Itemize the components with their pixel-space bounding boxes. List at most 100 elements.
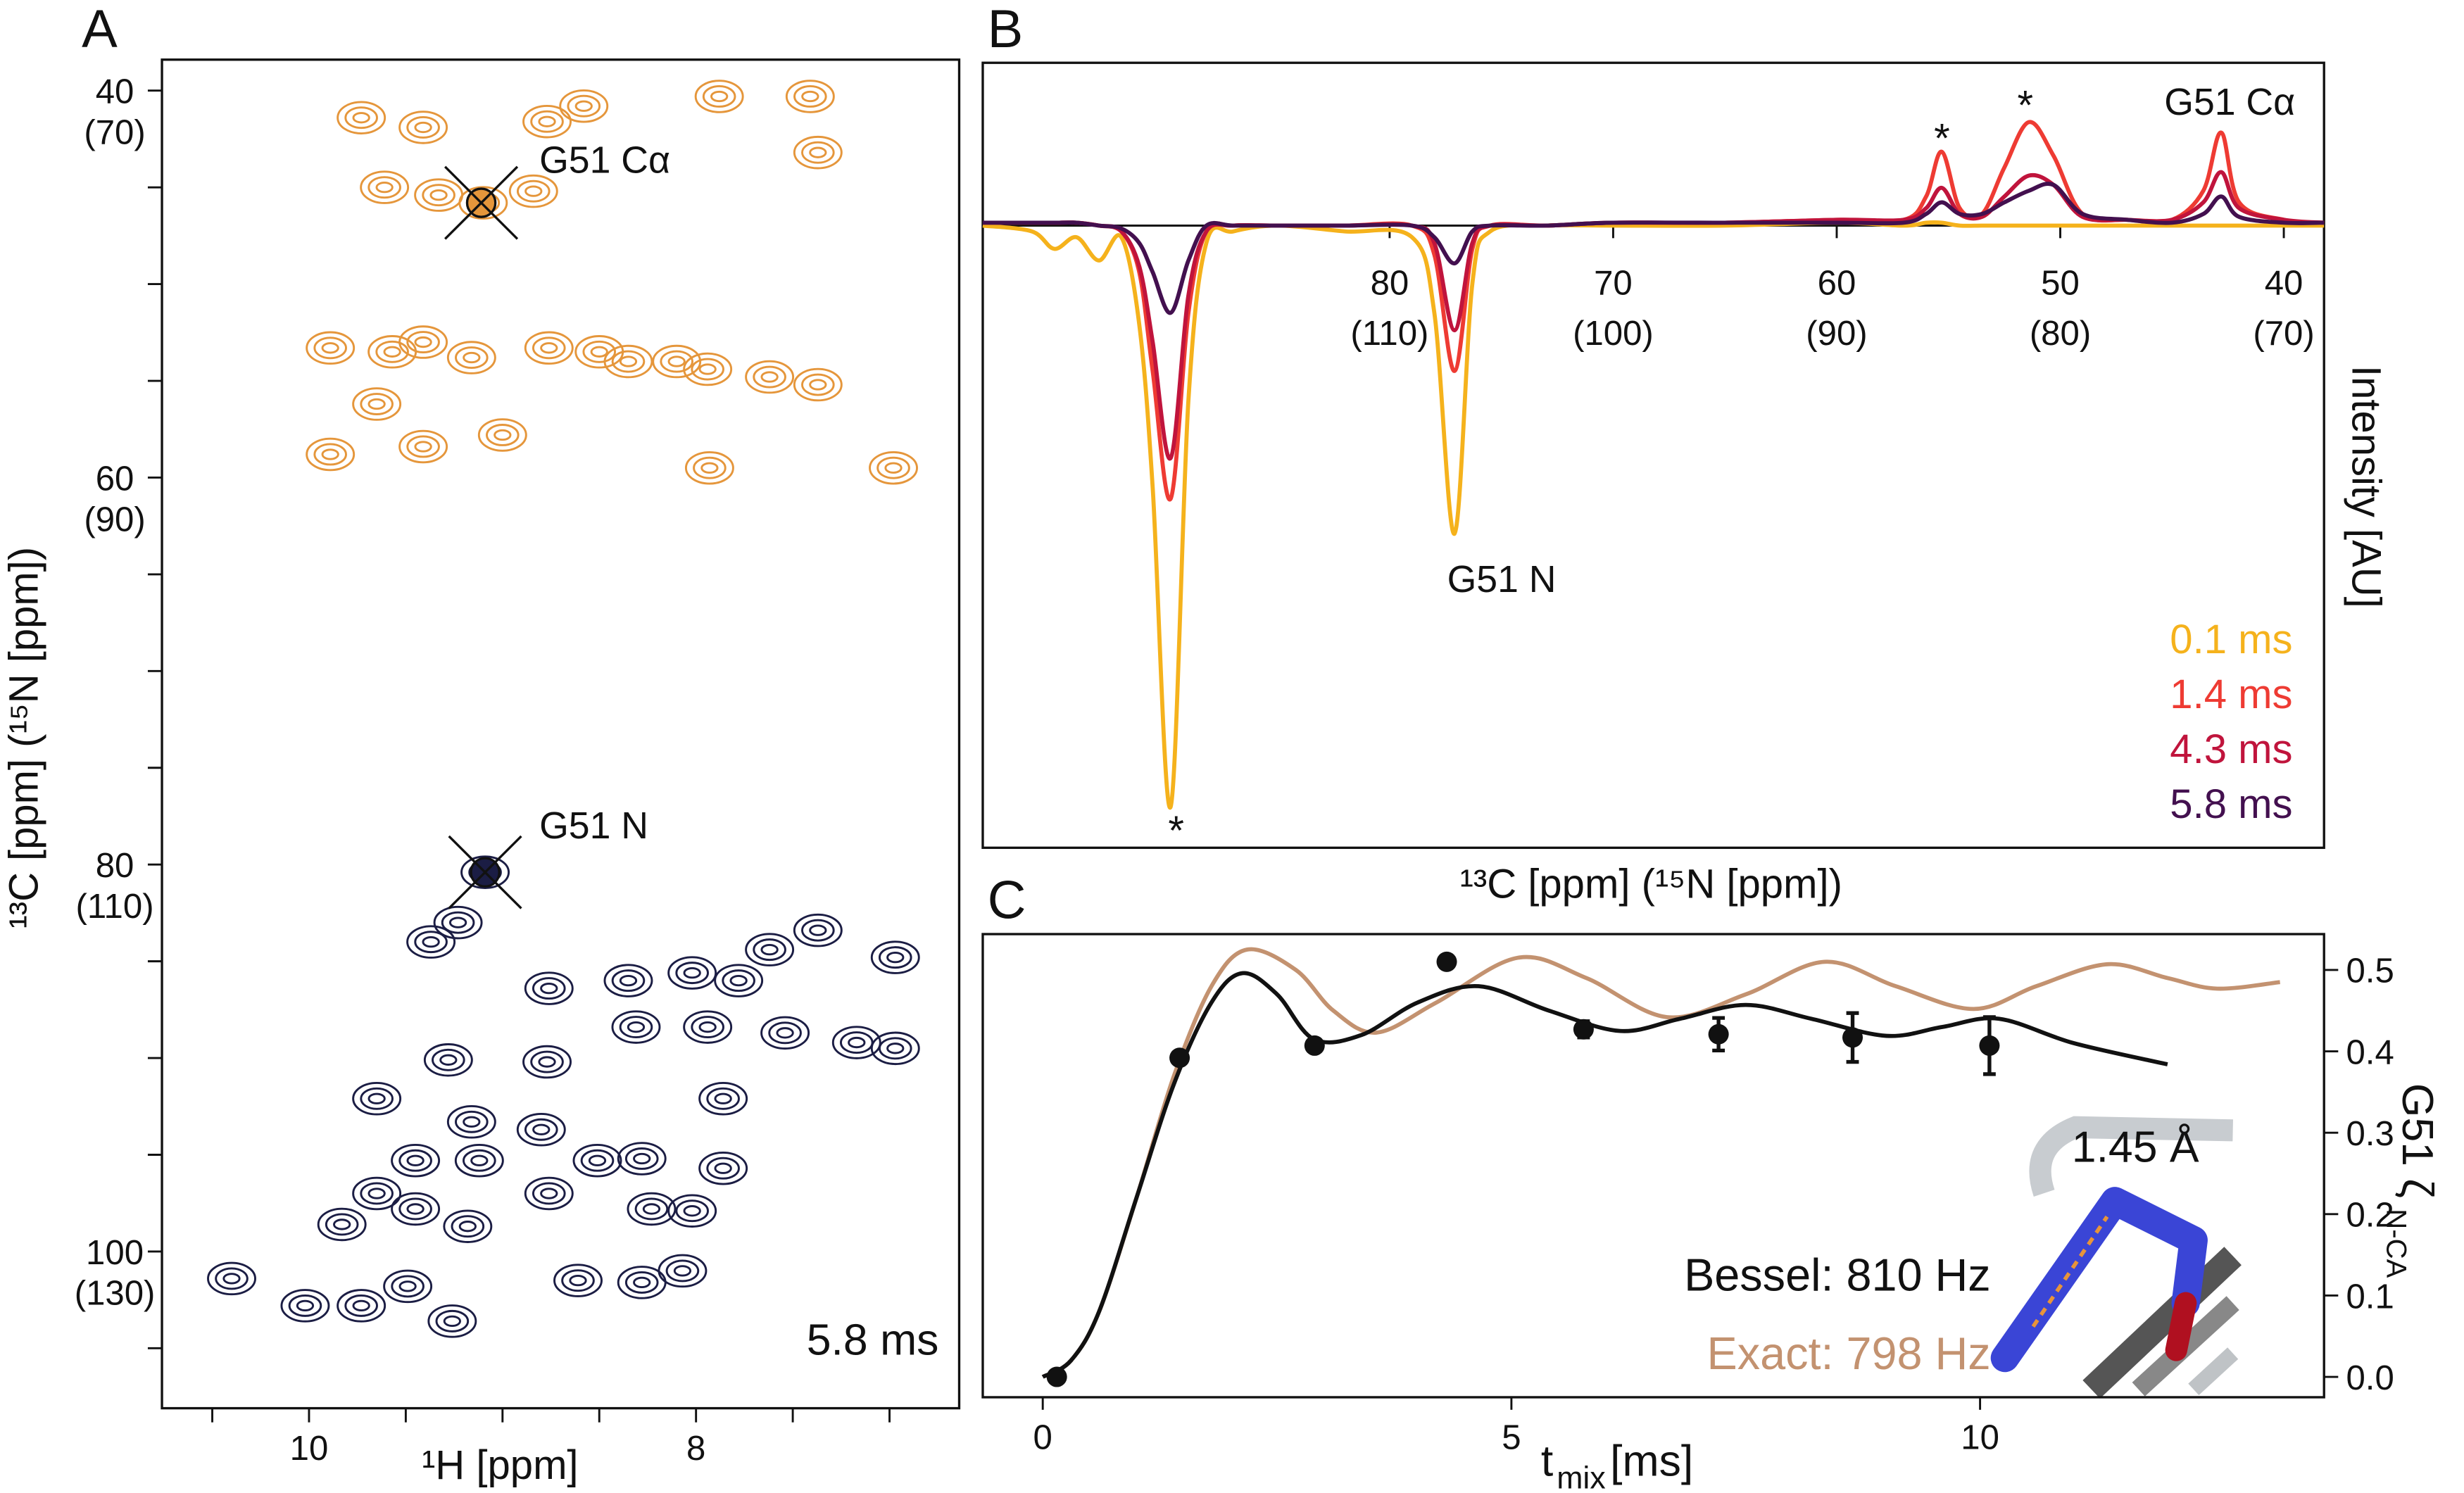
peak-contour [451,1215,485,1238]
peak-contour [280,1289,330,1323]
peak-contour [714,1092,732,1104]
peak-contour [313,443,347,466]
peak-contour [367,176,401,199]
peak-contour [423,1043,473,1077]
peak-contour [693,456,727,479]
x-axis-label: ¹³C [ppm] (¹⁵N [ppm]) [1460,862,1842,907]
peak-contour [869,451,918,485]
peak-contour [352,1082,402,1116]
annotation: 1.45 Å [2072,1122,2199,1171]
legend-entry: 0.1 ms [2170,617,2292,662]
data-point [1436,951,1457,972]
peak-contour [443,1209,493,1243]
x-axis-label-sub: mix [1557,1461,1605,1493]
spectrum-line [982,182,2325,315]
y-tick-label: 40 [96,73,134,111]
peak-contour [524,185,543,197]
peak-contour [360,1087,394,1110]
peak-contour [673,1265,692,1277]
peak-contour [559,89,609,123]
peak-contour [313,336,347,360]
peak-contour [793,135,843,170]
peak-contour [691,1016,724,1039]
peak-contour [729,974,748,987]
peak-contour [760,371,779,383]
x-axis-label-unit: [ms] [1610,1437,1693,1486]
peak-contour [352,1299,370,1312]
peak-contour [207,1261,256,1296]
x-tick-label: 8 [686,1430,705,1468]
peak-contour [406,435,440,458]
y-axis-label-sub: N-CA [2381,1209,2413,1278]
peak-contour [683,1205,701,1217]
peak-contour [321,342,339,354]
legend-entry: 5.8 ms [2170,781,2292,827]
peak-contour [633,1276,651,1289]
annotation: G51 N [539,805,648,847]
y-tick-label: 80 [96,847,134,885]
peak-contour [463,1116,481,1128]
peak-contour [590,346,608,358]
y-tick-label: 0.3 [2346,1115,2394,1153]
peak-contour [486,424,520,446]
peak-contour [675,962,709,985]
peak-contour [367,398,386,410]
peak-contour [745,360,795,394]
peak-contour [760,943,779,956]
annotation: * [1934,115,1950,161]
peak-contour [878,946,912,969]
data-point [1979,1035,2000,1056]
peak-contour [884,462,903,474]
peak-contour [458,1221,477,1233]
y-tick-label: (70) [84,114,145,152]
peak-contour [455,346,489,369]
peak-contour [524,1176,574,1211]
peak-contour [433,905,483,940]
peak-contour [540,1188,558,1199]
peak-contour [360,1182,394,1205]
peak-contour [642,1203,661,1215]
peak-contour [698,1082,748,1116]
peak-contour [624,1147,659,1170]
peak-contour [619,1016,653,1039]
peak-contour [665,1259,700,1283]
peak-contour [530,1050,564,1073]
x-tick-label: 5 [1502,1419,1521,1457]
peak-contour [441,911,475,934]
y-axis-label: ¹³C [ppm] (¹⁵N [ppm]) [1,547,47,929]
peak-contour [801,90,819,103]
y-axis-label: Intensity [AU] [2343,365,2389,608]
y-tick-label: (90) [84,500,145,538]
peak-contour [508,174,558,208]
peak-contour [540,982,558,995]
y-tick-label: 0.1 [2346,1278,2394,1316]
peak-contour [383,346,401,358]
peak-contour [706,1157,740,1180]
inset-bond [2165,1292,2197,1361]
peak-contour [337,1289,386,1323]
peak-contour [427,1304,477,1338]
legend-entry: Bessel: 810 Hz [1684,1249,1991,1300]
peak-contour [634,1197,669,1221]
peak-contour [617,1266,667,1299]
peak-contour [801,373,835,396]
peak-contour [429,189,448,201]
y-tick-label: (130) [75,1275,156,1313]
peak-contour [588,1154,607,1166]
peak-contour [698,1021,717,1033]
peak-contour [360,393,394,415]
peak-contour [296,1299,315,1312]
x-tick-label: 70 [1594,265,1633,303]
peak-contour [627,1021,646,1033]
plot-frame [981,933,2325,1399]
peak-contour [722,969,755,993]
data-point [1708,1023,1729,1045]
peak-contour [801,141,835,164]
peak-contour [463,1149,496,1172]
peak-contour [710,90,729,103]
peak-contour [470,1154,489,1166]
peak-contour [306,331,356,365]
peak-contour [455,1110,489,1133]
annotation: * [1168,808,1184,854]
peak-contour [288,1294,322,1317]
